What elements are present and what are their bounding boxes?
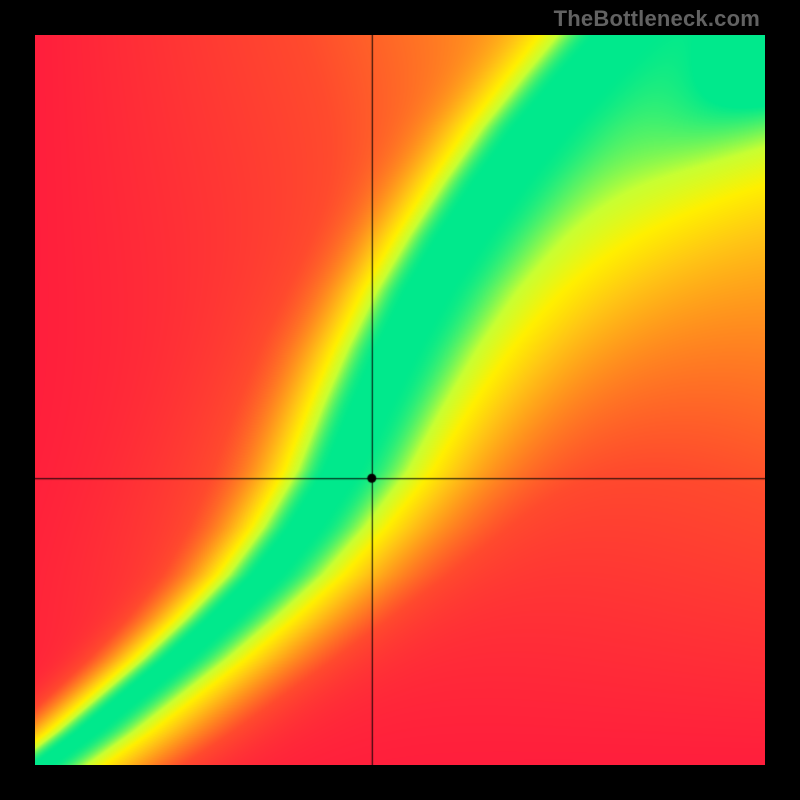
watermark-text: TheBottleneck.com — [554, 6, 760, 32]
chart-container: TheBottleneck.com — [0, 0, 800, 800]
bottleneck-heatmap — [35, 35, 765, 765]
